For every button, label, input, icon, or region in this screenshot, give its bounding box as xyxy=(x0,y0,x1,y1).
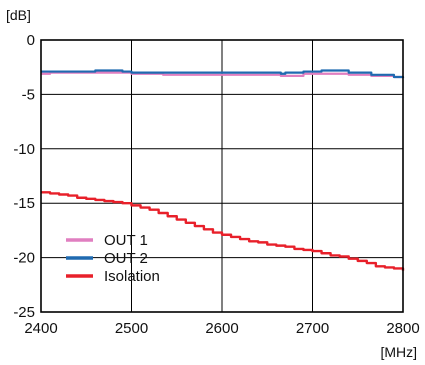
legend-label-1: OUT 2 xyxy=(104,250,148,267)
x-tick-label-4: 2800 xyxy=(386,320,419,337)
plot-frame xyxy=(40,39,404,313)
x-tick-label-0: 2400 xyxy=(24,320,57,337)
legend-label-2: Isolation xyxy=(104,268,160,285)
y-axis-unit-label: [dB] xyxy=(6,7,31,23)
x-tick-label-2: 2600 xyxy=(205,320,238,337)
series-line-isolation xyxy=(41,191,405,271)
grid xyxy=(41,40,403,312)
y-tick-label-3: -15 xyxy=(13,195,35,212)
y-tick-labels: 0 -5 -10 -15 -20 -25 xyxy=(13,32,35,321)
y-tick-label-2: -10 xyxy=(13,141,35,158)
plot-lines xyxy=(41,69,405,271)
y-tick-label-1: -5 xyxy=(22,86,35,103)
y-tick-label-0: 0 xyxy=(27,32,35,49)
x-tick-label-1: 2500 xyxy=(115,320,148,337)
y-tick-label-4: -20 xyxy=(13,250,35,267)
series-line-out-2 xyxy=(41,69,405,79)
y-tick-label-5: -25 xyxy=(13,304,35,321)
x-tick-label-3: 2700 xyxy=(296,320,329,337)
x-axis-unit-label: [MHz] xyxy=(380,344,417,360)
x-tick-labels: 2400 2500 2600 2700 2800 xyxy=(24,320,419,337)
legend-label-0: OUT 1 xyxy=(104,232,148,249)
